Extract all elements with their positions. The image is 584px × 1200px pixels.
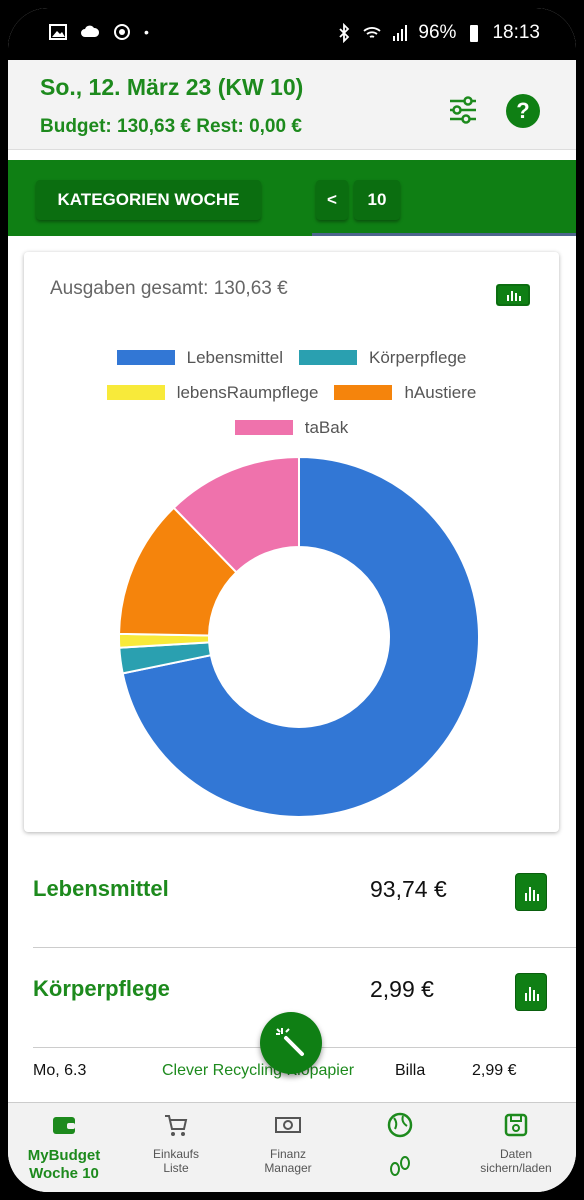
nav-daten[interactable]: Daten sichern/laden: [456, 1103, 576, 1192]
save-icon: [504, 1113, 528, 1137]
wifi-icon: [363, 27, 382, 38]
legend-label: Lebensmittel: [186, 347, 284, 367]
legend-label: hAustiere: [404, 382, 477, 402]
entry-date: Mo, 6.3: [33, 1062, 87, 1079]
page-title[interactable]: So., 12. März 23 (KW 10): [40, 74, 304, 100]
app-header: So., 12. März 23 (KW 10) Budget: 130,63 …: [8, 60, 576, 150]
tab-indicator: [312, 233, 576, 236]
legend-label: Körperpflege: [369, 347, 467, 367]
dot-icon: •: [144, 24, 149, 40]
budget-summary: Budget: 130,63 € Rest: 0,00 €: [40, 116, 302, 137]
cart-icon: [165, 1115, 188, 1136]
legend-entry[interactable]: lebensRaumpflege: [106, 382, 319, 403]
phone-screen: • 96% 18:13 So., 12. März 23 (KW 10) Bud…: [8, 8, 576, 1192]
category-week-button[interactable]: KATEGORIEN WOCHE: [36, 180, 261, 220]
filter-icon[interactable]: [448, 96, 478, 124]
legend-swatch: [334, 385, 393, 400]
legend-entry[interactable]: Lebensmittel: [116, 347, 284, 368]
category-chart-icon[interactable]: [515, 873, 547, 911]
chart-toggle-icon[interactable]: [496, 284, 530, 306]
total-expenses: Ausgaben gesamt: 130,63 €: [50, 278, 288, 299]
category-amount: 93,74 €: [370, 876, 447, 902]
category-amount: 2,99 €: [370, 976, 434, 1002]
category-name: Lebensmittel: [33, 876, 169, 901]
bottom-navigation: MyBudget Woche 10 Einkaufs Liste Finanz …: [8, 1102, 576, 1192]
nav-label: Finanz Manager: [264, 1147, 312, 1175]
cloud-icon: [81, 25, 100, 37]
nav-label: Daten sichern/laden: [480, 1147, 552, 1175]
category-row[interactable]: Körperpflege 2,99 €: [8, 948, 576, 1048]
nav-finanzmanager[interactable]: Finanz Manager: [232, 1103, 344, 1192]
category-chart-icon[interactable]: [515, 973, 547, 1011]
wallet-icon: [53, 1117, 75, 1134]
chart-legend: Lebensmittel Körperpflege lebensRaumpfle…: [24, 340, 559, 445]
category-row[interactable]: Lebensmittel 93,74 €: [8, 848, 576, 948]
legend-label: taBak: [304, 417, 349, 437]
tab-bar: KATEGORIEN WOCHE < 10: [8, 160, 576, 236]
week-number-button[interactable]: 10: [354, 180, 400, 220]
bluetooth-icon: [339, 23, 350, 43]
signal-icon: [393, 25, 408, 41]
legend-entry[interactable]: hAustiere: [334, 383, 476, 403]
nav-einkaufsliste[interactable]: Einkaufs Liste: [120, 1103, 232, 1192]
status-bar: • 96% 18:13: [8, 8, 576, 60]
magic-wand-icon: [276, 1028, 304, 1056]
entry-amount: 2,99 €: [472, 1062, 517, 1079]
legend-swatch: [234, 420, 293, 435]
nav-mybudget[interactable]: MyBudget Woche 10: [8, 1103, 120, 1192]
entry-shop: Billa: [395, 1062, 426, 1079]
help-icon[interactable]: ?: [506, 94, 540, 128]
category-name: Körperpflege: [33, 976, 170, 1001]
legend-entry[interactable]: Körperpflege: [299, 348, 466, 368]
legend-swatch: [116, 350, 175, 365]
chart-card: Ausgaben gesamt: 130,63 € Lebensmittel K…: [24, 252, 559, 832]
clock: 18:13: [492, 22, 540, 43]
legend-label: lebensRaumpflege: [176, 382, 319, 402]
legend-swatch: [299, 350, 358, 365]
image-icon: [49, 24, 67, 40]
legend-swatch: [106, 385, 165, 400]
donut-chart[interactable]: [24, 452, 559, 822]
nav-footprint[interactable]: [344, 1103, 456, 1192]
sync-icon: [114, 24, 130, 40]
nav-label: Einkaufs Liste: [152, 1147, 200, 1175]
entry-item: Clever Recycling Klopapier: [162, 1062, 355, 1079]
prev-week-button[interactable]: <: [316, 180, 348, 220]
globe-icon: [387, 1112, 413, 1138]
nav-label: MyBudget Woche 10: [27, 1147, 101, 1182]
legend-entry[interactable]: taBak: [234, 417, 349, 438]
battery-icon: [470, 25, 479, 42]
donut-slice[interactable]: [121, 455, 480, 818]
magic-wand-button[interactable]: [260, 1012, 322, 1074]
donut-slice[interactable]: [172, 455, 300, 574]
divider: [33, 947, 576, 948]
money-icon: [275, 1117, 301, 1133]
battery-percent: 96%: [418, 22, 457, 43]
footprints-icon: [390, 1156, 410, 1176]
